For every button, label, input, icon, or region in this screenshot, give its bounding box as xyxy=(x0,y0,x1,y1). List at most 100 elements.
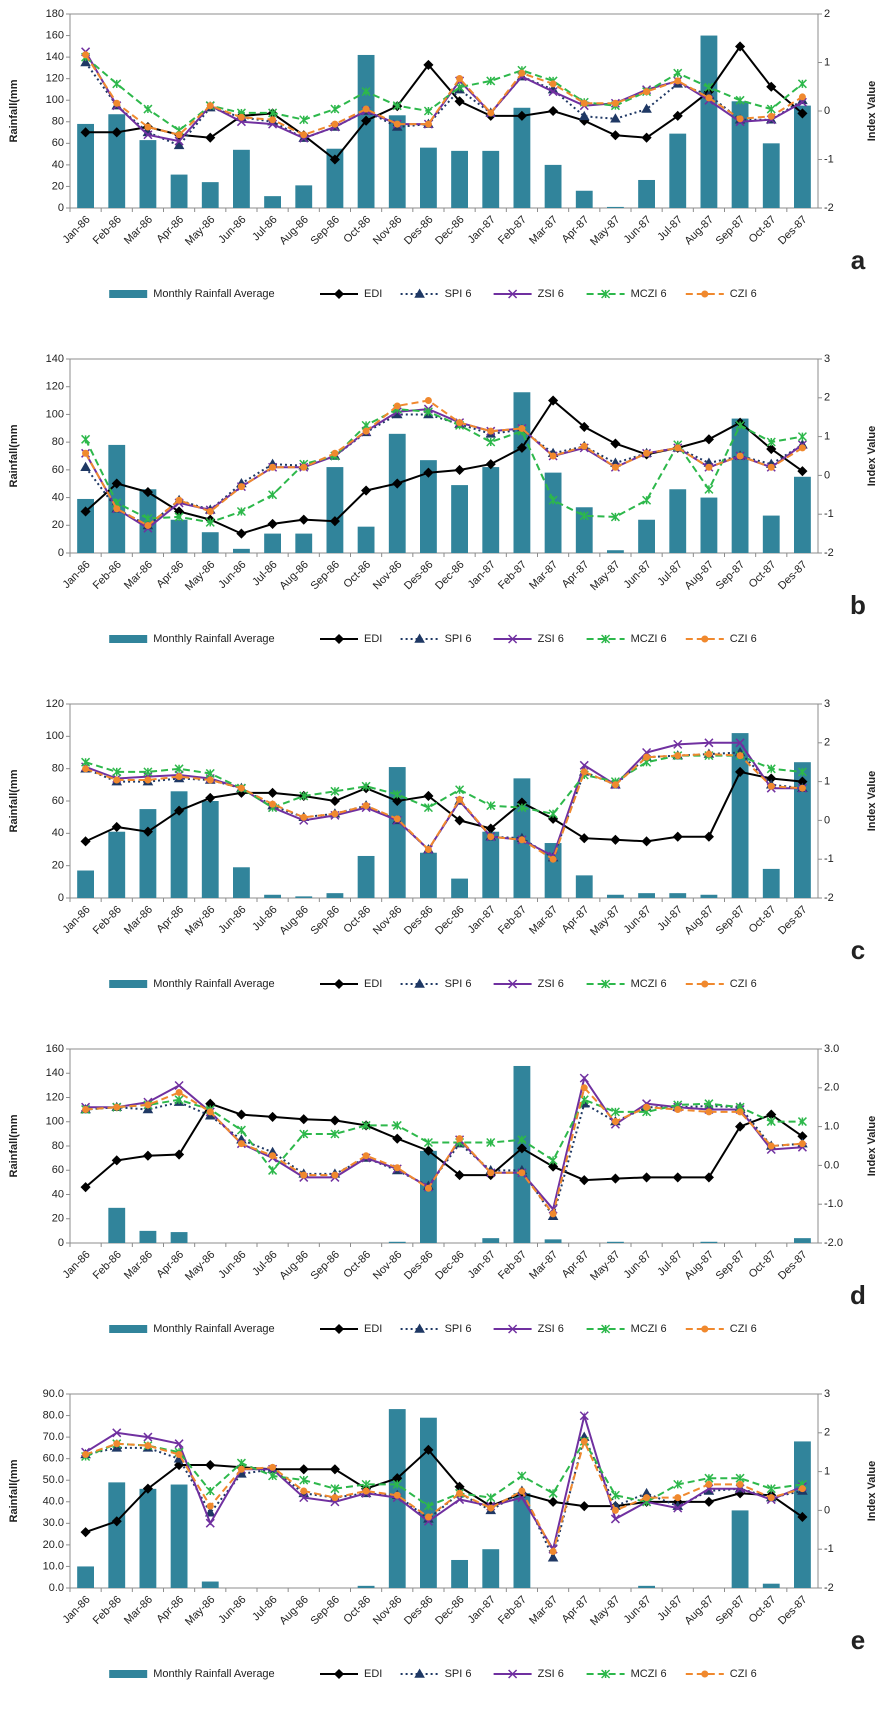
panel-letter: a xyxy=(851,245,866,275)
marker xyxy=(361,1479,371,1489)
marker xyxy=(641,103,652,113)
x-tick-label: May-86 xyxy=(183,214,217,248)
marker xyxy=(610,113,621,123)
marker xyxy=(703,1172,714,1183)
plot-frame xyxy=(69,1048,819,1244)
marker xyxy=(673,739,683,749)
marker xyxy=(175,1088,183,1096)
y-tick-label: 100 xyxy=(46,408,64,420)
y2-tick-label: 1 xyxy=(824,431,830,443)
legend-marker xyxy=(508,1669,518,1679)
x-tick-label: Feb-87 xyxy=(496,1249,529,1282)
legend-label: CZI 6 xyxy=(730,288,757,300)
x-tick-label: Aug-87 xyxy=(683,904,717,938)
bar xyxy=(77,1566,94,1588)
marker xyxy=(798,93,806,101)
marker xyxy=(80,1182,91,1193)
x-tick-label: Nov-86 xyxy=(371,214,405,248)
bar xyxy=(451,485,468,553)
bar xyxy=(638,893,655,898)
legend-label: Monthly Rainfall Average xyxy=(153,1323,274,1335)
bar xyxy=(388,1241,406,1243)
legend-label: CZI 6 xyxy=(730,633,757,645)
y-tick-label: 0 xyxy=(58,547,64,559)
marker xyxy=(674,752,682,760)
marker xyxy=(456,419,464,427)
x-tick-label: Jun-87 xyxy=(621,559,653,591)
marker xyxy=(486,1493,496,1503)
marker xyxy=(144,776,152,784)
x-tick-label: Sep-87 xyxy=(714,1594,748,1628)
marker xyxy=(113,505,121,513)
marker xyxy=(767,782,775,790)
marker xyxy=(579,760,589,770)
bar xyxy=(139,140,157,208)
x-tick-label: Oct-86 xyxy=(341,904,373,936)
marker xyxy=(766,443,777,455)
line-series xyxy=(85,44,804,161)
x-tick-label: May-86 xyxy=(183,1249,217,1283)
marker xyxy=(331,1171,339,1179)
legend-label: Monthly Rainfall Average xyxy=(153,1668,274,1680)
bar xyxy=(700,35,718,208)
x-tick-label: Jan-86 xyxy=(60,1594,92,1626)
legend-marker xyxy=(414,1323,425,1333)
marker xyxy=(643,88,651,96)
x-tick-label: Sep-87 xyxy=(714,214,748,248)
marker xyxy=(518,69,526,77)
marker xyxy=(610,1490,620,1500)
bar xyxy=(77,870,94,898)
marker xyxy=(705,463,713,471)
marker xyxy=(237,784,245,792)
marker xyxy=(486,1137,496,1148)
x-tick-label: Feb-86 xyxy=(91,214,124,247)
legend-marker xyxy=(333,633,345,645)
marker xyxy=(610,1173,621,1184)
marker xyxy=(268,1471,278,1481)
bar xyxy=(357,1585,375,1588)
y2-tick-label: 2 xyxy=(824,737,830,749)
legend-label: SPI 6 xyxy=(445,633,472,645)
bar xyxy=(170,519,188,553)
marker xyxy=(362,1152,370,1160)
marker xyxy=(424,1184,432,1192)
marker xyxy=(423,106,433,116)
marker xyxy=(268,1165,278,1175)
marker xyxy=(643,753,651,761)
y-tick-label: 100 xyxy=(46,1116,64,1128)
marker xyxy=(579,1073,589,1083)
marker xyxy=(548,1161,559,1172)
marker xyxy=(766,81,777,92)
y-tick-label: 120 xyxy=(46,698,64,710)
x-tick-label: Jun-86 xyxy=(216,904,248,936)
bar xyxy=(638,1585,655,1588)
legend-marker xyxy=(414,288,425,298)
marker xyxy=(423,803,433,813)
marker xyxy=(174,1095,184,1105)
marker xyxy=(174,512,184,522)
legend-label: SPI 6 xyxy=(445,978,472,990)
x-tick-label: Feb-86 xyxy=(91,1594,124,1627)
marker xyxy=(237,113,245,121)
bar xyxy=(388,433,406,553)
legend-marker xyxy=(508,1324,518,1334)
legend-label: MCZI 6 xyxy=(631,1668,667,1680)
legend-marker xyxy=(508,979,518,989)
bar xyxy=(575,507,593,553)
marker xyxy=(206,776,214,784)
marker xyxy=(674,444,682,452)
marker xyxy=(548,809,558,819)
line-series xyxy=(85,1098,803,1172)
y2-tick-label: 1 xyxy=(824,56,830,68)
marker xyxy=(454,1170,465,1181)
y2-axis-title: Index Value xyxy=(866,771,878,832)
marker xyxy=(798,1140,806,1148)
y2-tick-label: 2 xyxy=(824,1427,830,1439)
marker xyxy=(516,1143,527,1154)
marker xyxy=(424,846,432,853)
bar xyxy=(731,418,749,553)
x-tick-label: Jul-87 xyxy=(655,1249,685,1279)
y-tick-label: 140 xyxy=(46,353,64,365)
marker xyxy=(703,1496,714,1507)
x-tick-label: Apr-87 xyxy=(560,904,592,936)
